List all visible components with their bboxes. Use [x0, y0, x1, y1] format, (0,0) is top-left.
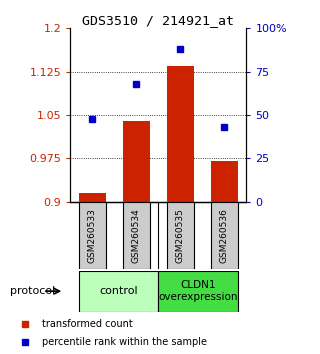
- Bar: [123, 202, 150, 269]
- Title: GDS3510 / 214921_at: GDS3510 / 214921_at: [83, 14, 234, 27]
- Text: transformed count: transformed count: [42, 319, 133, 329]
- Text: control: control: [100, 286, 138, 296]
- Bar: [211, 202, 237, 269]
- Bar: [167, 202, 194, 269]
- Text: GSM260533: GSM260533: [88, 208, 97, 263]
- Text: GSM260534: GSM260534: [132, 208, 141, 263]
- Bar: [158, 271, 237, 312]
- Text: GSM260535: GSM260535: [176, 208, 185, 263]
- Text: percentile rank within the sample: percentile rank within the sample: [42, 337, 207, 347]
- Text: protocol: protocol: [10, 286, 55, 296]
- Bar: [79, 202, 106, 269]
- Bar: [79, 271, 158, 312]
- Text: CLDN1
overexpression: CLDN1 overexpression: [158, 280, 238, 302]
- Bar: [167, 66, 194, 202]
- Bar: [211, 161, 237, 202]
- Bar: [79, 193, 106, 202]
- Text: GSM260536: GSM260536: [220, 208, 229, 263]
- Bar: [123, 121, 150, 202]
